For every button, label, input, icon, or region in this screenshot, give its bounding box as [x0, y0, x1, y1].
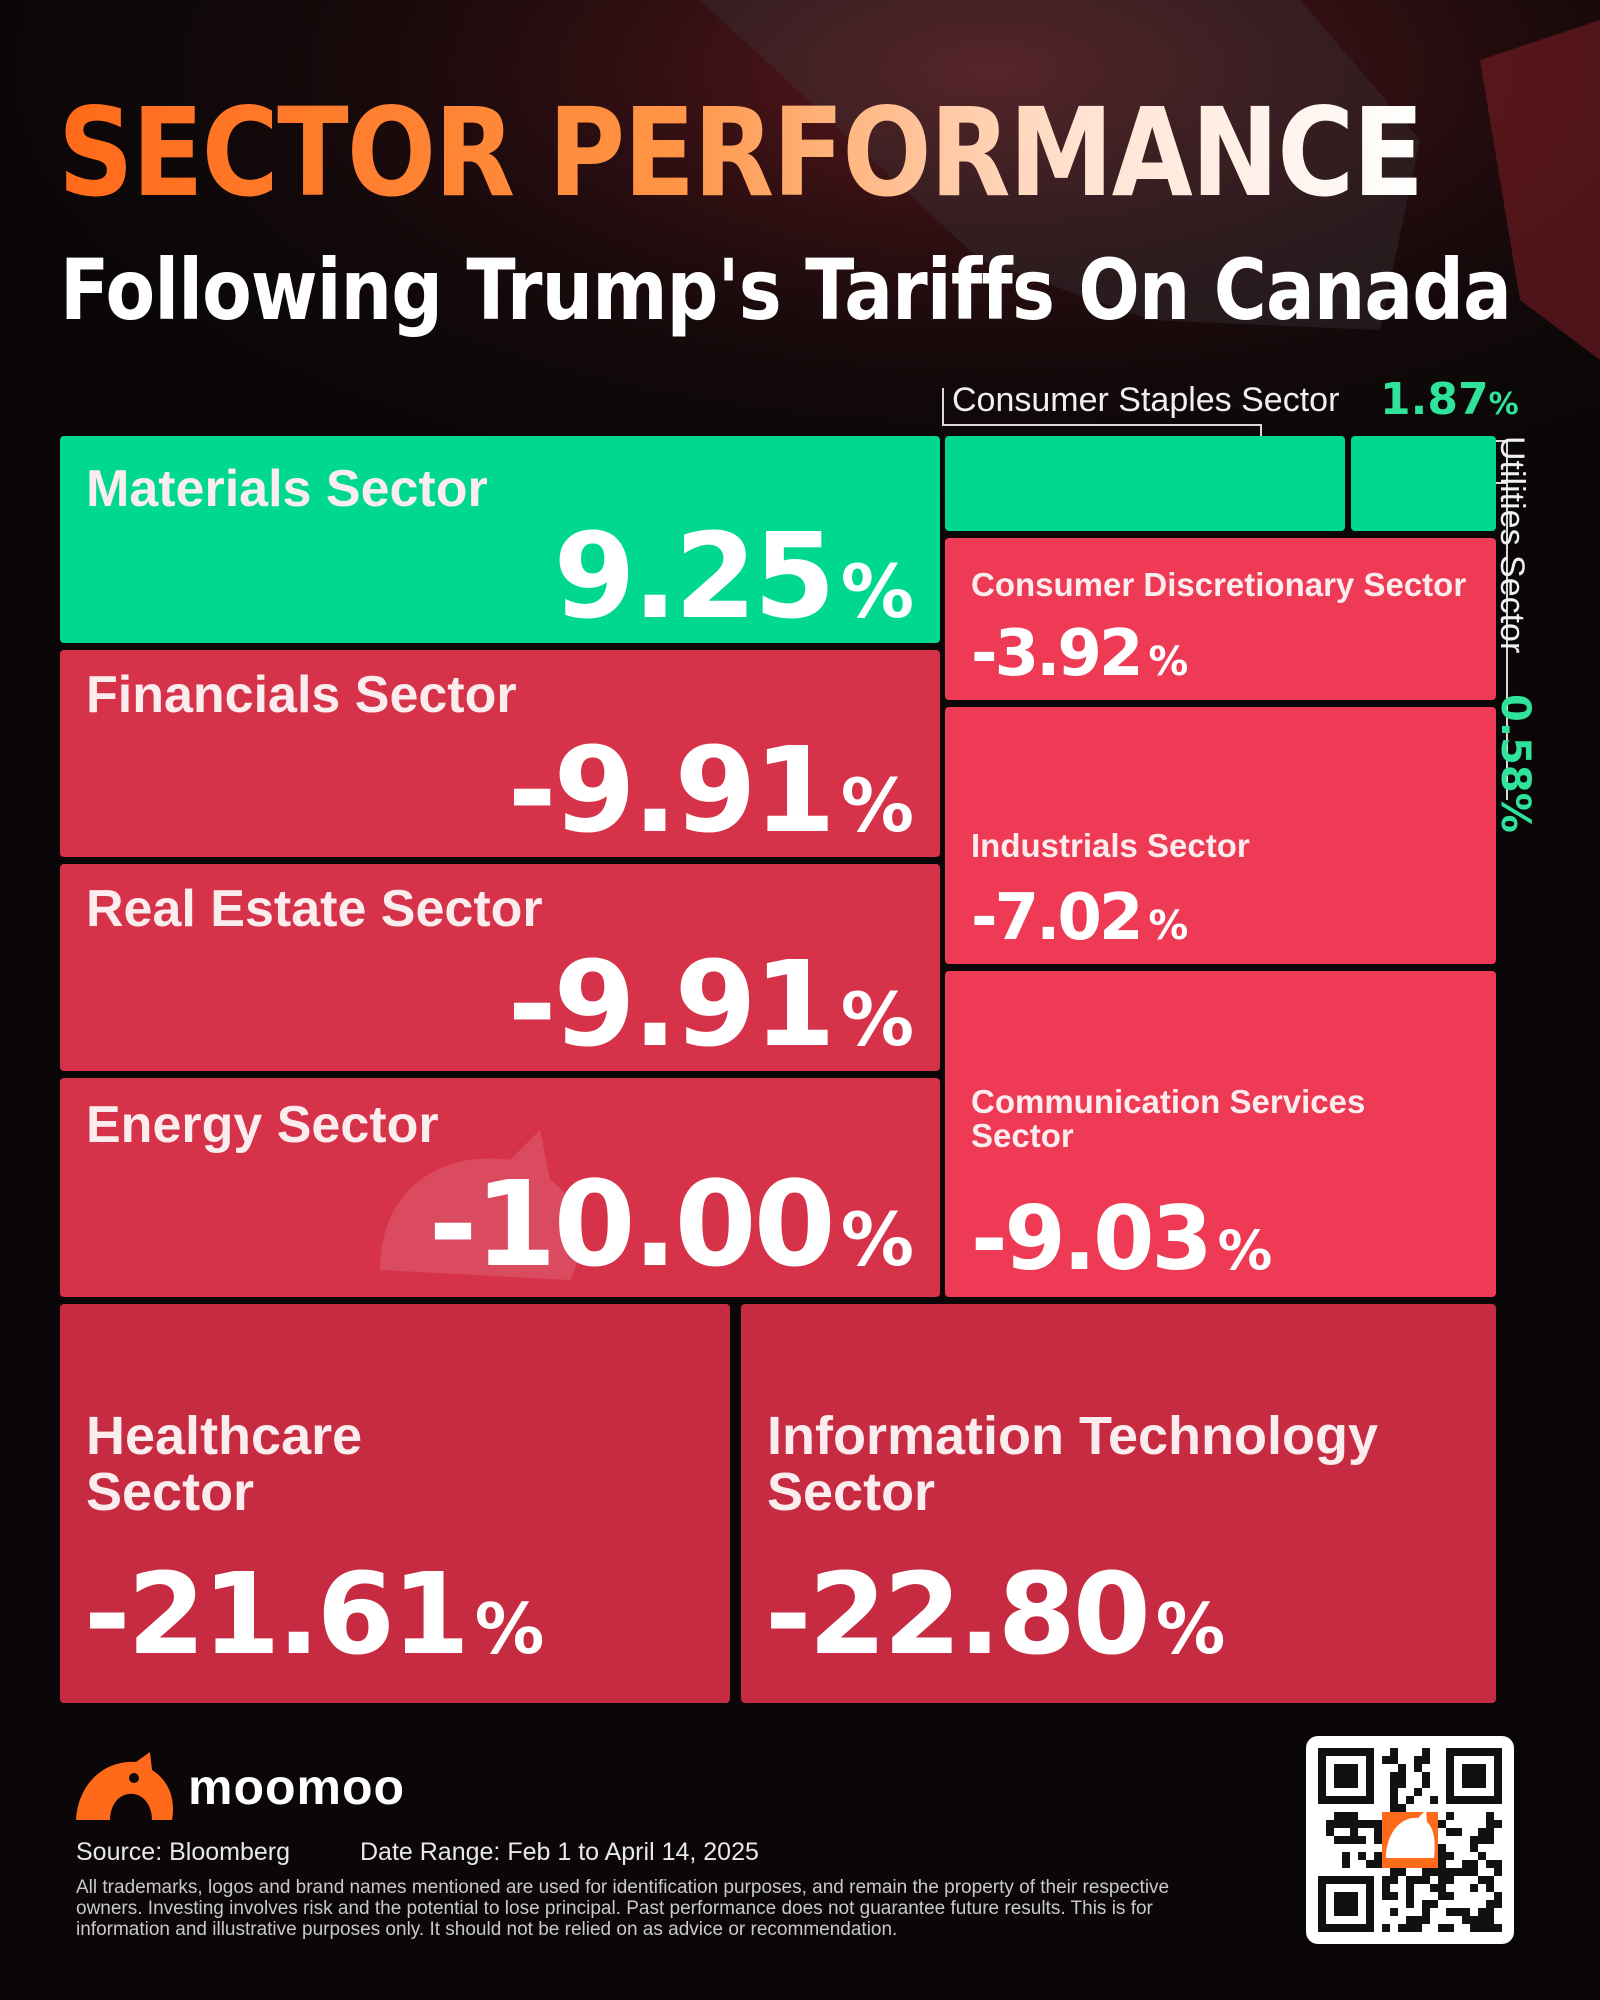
moomoo-bull-logo-icon: [76, 1752, 174, 1820]
sector-value-number: -9.91: [507, 721, 836, 857]
utilities-callout-label: Utilities Sector: [1493, 436, 1531, 654]
sector-value-number: -22.80: [765, 1550, 1151, 1680]
staples-callout-tick: [1260, 424, 1262, 438]
sector-value-number: -10.00: [428, 1155, 835, 1293]
sector-value: -7.02%: [971, 886, 1188, 950]
tile-consumer-discretionary-sector: Consumer Discretionary Sector -3.92%: [945, 538, 1496, 700]
utilities-callout-line: [1506, 440, 1508, 800]
qr-code[interactable]: [1306, 1736, 1514, 1944]
staples-callout-pct: %: [1488, 387, 1519, 422]
sector-value: 9.25%: [554, 517, 914, 635]
sector-value-number: -21.61: [84, 1550, 470, 1680]
tile-financials-sector: Financials Sector -9.91%: [60, 650, 940, 857]
tile-real-estate-sector: Real Estate Sector -9.91%: [60, 864, 940, 1071]
staples-callout-line: [942, 424, 1262, 426]
sector-value-unit: %: [1148, 639, 1189, 685]
sector-value-unit: %: [1148, 903, 1189, 949]
sector-label: Consumer Discretionary Sector: [971, 566, 1467, 603]
sector-value-unit: %: [840, 1198, 914, 1283]
footer-source: Source: Bloomberg: [76, 1838, 291, 1866]
sector-label: Energy Sector: [86, 1096, 439, 1154]
sector-label: Information Technology Sector: [767, 1406, 1378, 1523]
brand-logo: [72, 1750, 182, 1822]
footer-date-range: Date Range: Feb 1 to April 14, 2025: [360, 1838, 759, 1866]
page-title: SECTOR PERFORMANCE: [58, 82, 1424, 224]
sector-value: -3.92%: [971, 622, 1188, 686]
tile-information-technology-sector: Information Technology Sector -22.80%: [741, 1304, 1496, 1703]
footer-disclaimer: All trademarks, logos and brand names me…: [76, 1877, 1170, 1940]
sector-value-number: -9.03: [971, 1187, 1213, 1290]
sector-value-unit: %: [840, 550, 914, 635]
tile-consumer-staples-sector: [945, 436, 1345, 531]
tile-energy-sector: Energy Sector -10.00%: [60, 1078, 940, 1297]
staples-callout-value: 1.87%: [1380, 374, 1519, 425]
utilities-callout-number: 0.58: [1492, 694, 1538, 793]
tile-communication-services-sector: Communication Services Sector -9.03%: [945, 971, 1496, 1297]
tile-healthcare-sector: Healthcare Sector -21.61%: [60, 1304, 730, 1703]
qr-code-icon: [1318, 1748, 1502, 1932]
page-subtitle: Following Trump's Tariffs On Canada: [60, 241, 1512, 339]
utilities-callout-tick: [1494, 482, 1508, 484]
sector-value-unit: %: [840, 764, 914, 849]
utilities-callout-pct: %: [1492, 792, 1538, 833]
sector-label: Communication Services Sector: [971, 1083, 1366, 1155]
tile-industrials-sector: Industrials Sector -7.02%: [945, 707, 1496, 964]
utilities-callout-value: 0.58%: [1492, 694, 1538, 833]
sector-value: -9.91%: [508, 731, 914, 849]
staples-callout-label: Consumer Staples Sector: [952, 381, 1340, 419]
tile-utilities-sector: [1351, 436, 1496, 531]
sector-value-unit: %: [474, 1590, 545, 1670]
sector-value-number: 9.25: [553, 507, 836, 643]
brand-name: moomoo: [188, 1759, 406, 1815]
sector-label: Materials Sector: [86, 460, 488, 518]
sector-label: Real Estate Sector: [86, 880, 543, 938]
sector-value: -21.61%: [84, 1559, 544, 1671]
sector-value-unit: %: [1217, 1218, 1273, 1282]
sector-value: -22.80%: [765, 1559, 1225, 1671]
sector-value-unit: %: [840, 978, 914, 1063]
sector-value: -10.00%: [428, 1165, 914, 1283]
staples-callout-number: 1.87: [1380, 374, 1489, 425]
sector-value: -9.91%: [508, 945, 914, 1063]
sector-value-number: -3.92: [971, 617, 1143, 691]
sector-label: Healthcare Sector: [86, 1406, 363, 1523]
sector-label: Financials Sector: [86, 666, 517, 724]
tile-materials-sector: Materials Sector 9.25%: [60, 436, 940, 643]
sector-value: -9.03%: [971, 1195, 1272, 1283]
sector-value-number: -7.02: [971, 881, 1143, 955]
utilities-callout-line: [1494, 440, 1508, 442]
staples-callout-line: [942, 388, 944, 426]
sector-label: Industrials Sector: [971, 827, 1250, 864]
sector-value-number: -9.91: [507, 935, 836, 1071]
sector-value-unit: %: [1155, 1590, 1226, 1670]
